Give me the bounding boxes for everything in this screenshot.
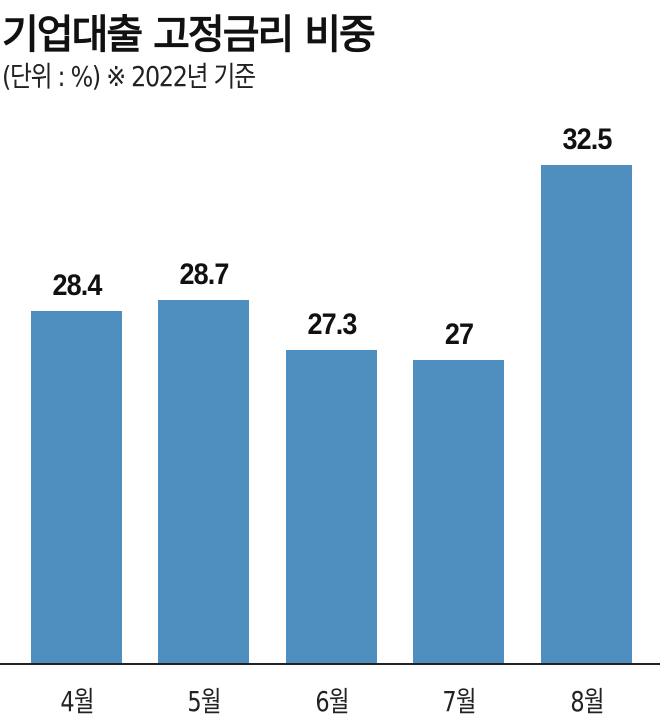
bar-1 bbox=[31, 311, 122, 663]
bar-3 bbox=[286, 350, 377, 663]
bar-value-label: 27 bbox=[444, 318, 473, 351]
chart-subtitle: (단위 : %) ※ 2022년 기준 bbox=[2, 60, 256, 93]
x-axis-tick-label: 7월 bbox=[441, 685, 476, 718]
bar-5 bbox=[541, 165, 632, 663]
x-axis-baseline bbox=[0, 663, 660, 665]
chart-title: 기업대출 고정금리 비중 bbox=[2, 12, 376, 58]
x-axis-tick-label: 6월 bbox=[314, 685, 349, 718]
bar-value-label: 32.5 bbox=[562, 123, 612, 156]
x-axis-tick-label: 4월 bbox=[59, 685, 94, 718]
x-axis-tick-label: 8월 bbox=[569, 685, 604, 718]
bar-4 bbox=[413, 360, 504, 663]
bar-value-label: 27.3 bbox=[307, 308, 357, 341]
bar-value-label: 28.7 bbox=[179, 258, 229, 291]
bar-2 bbox=[158, 300, 249, 663]
bar-value-label: 28.4 bbox=[52, 269, 102, 302]
x-axis-tick-label: 5월 bbox=[186, 685, 221, 718]
